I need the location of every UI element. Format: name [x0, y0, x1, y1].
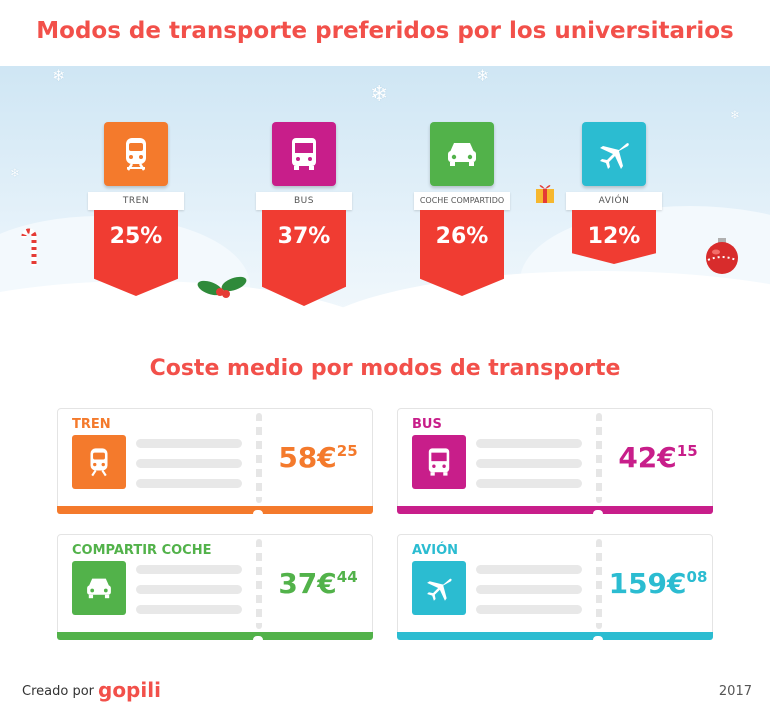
- bus-icon: [412, 435, 466, 489]
- mode-label: TREN: [88, 192, 184, 210]
- price-cents: 08: [686, 568, 708, 586]
- snowflake-icon: ❄: [10, 166, 21, 180]
- mode-label: BUS: [256, 192, 352, 210]
- ticket-name: TREN: [72, 417, 111, 432]
- train-icon: [104, 122, 168, 186]
- mode-percent: 37%: [262, 210, 346, 306]
- train-icon: [72, 435, 126, 489]
- car-icon: [72, 561, 126, 615]
- ticket-bottom-bar: [57, 506, 373, 514]
- holly-icon: [197, 276, 247, 298]
- gift-icon: [536, 185, 554, 203]
- snowflake-icon: ❄: [476, 66, 490, 85]
- ticket-tren: TREN 58€25: [57, 408, 373, 514]
- footer: Creado por gopili 2017: [0, 662, 770, 714]
- snowflake-icon: ❄: [52, 66, 66, 85]
- ticket-price: 42€15: [606, 441, 710, 474]
- price-euros: 42€: [618, 441, 677, 474]
- ticket-divider: [596, 539, 602, 629]
- ticket-price: 58€25: [266, 441, 370, 474]
- ticket-bottom-bar: [57, 632, 373, 640]
- ticket-bottom-bar: [397, 506, 713, 514]
- page-title: Modos de transporte preferidos por los u…: [36, 18, 734, 44]
- section-title: Coste medio por modos de transporte: [149, 356, 621, 381]
- ticket-name: AVIÓN: [412, 543, 459, 558]
- price-euros: 37€: [278, 567, 337, 600]
- price-cents: 44: [336, 568, 358, 586]
- ticket-price: 37€44: [266, 567, 370, 600]
- price-euros: 159€: [608, 567, 687, 600]
- ticket-divider: [256, 413, 262, 503]
- ticket-divider: [596, 413, 602, 503]
- mode-percent: 26%: [420, 210, 504, 296]
- ticket-coche: COMPARTIR COCHE 37€44: [57, 534, 373, 640]
- placeholder-lines: [136, 439, 242, 499]
- ornament-icon: [706, 238, 738, 274]
- bus-icon: [272, 122, 336, 186]
- ticket-bottom-bar: [397, 632, 713, 640]
- price-cents: 25: [336, 442, 358, 460]
- ticket-bus: BUS 42€15: [397, 408, 713, 514]
- placeholder-lines: [476, 565, 582, 625]
- price-cents: 15: [676, 442, 698, 460]
- mode-label: COCHE COMPARTIDO: [414, 192, 510, 210]
- mode-label: AVIÓN: [566, 192, 662, 210]
- placeholder-lines: [136, 565, 242, 625]
- ticket-price: 159€08: [606, 567, 710, 600]
- snowflake-icon: ❄: [370, 82, 389, 107]
- placeholder-lines: [476, 439, 582, 499]
- price-euros: 58€: [278, 441, 337, 474]
- plane-icon: [582, 122, 646, 186]
- ticket-divider: [256, 539, 262, 629]
- ticket-avion: AVIÓN 159€08: [397, 534, 713, 640]
- mode-percent: 12%: [572, 210, 656, 264]
- ticket-name: BUS: [412, 417, 442, 432]
- car-icon: [430, 122, 494, 186]
- footer-year: 2017: [718, 684, 752, 699]
- candy-cane-icon: [21, 228, 37, 266]
- gopili-logo[interactable]: gopili: [98, 678, 161, 702]
- snowflake-icon: ❄: [730, 108, 741, 122]
- mode-percent: 25%: [94, 210, 178, 296]
- plane-icon: [412, 561, 466, 615]
- ticket-name: COMPARTIR COCHE: [72, 543, 212, 558]
- footer-credit: Creado por: [22, 684, 94, 699]
